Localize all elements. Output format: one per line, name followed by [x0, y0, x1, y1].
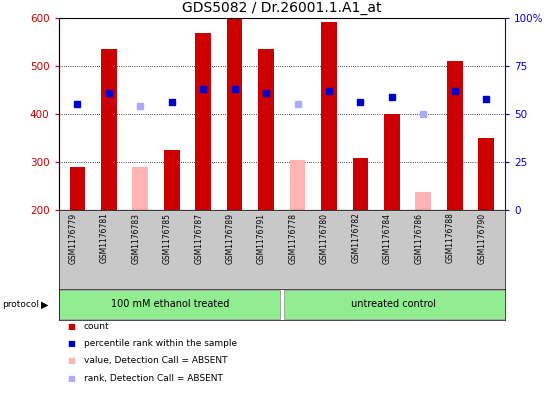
Text: ■: ■: [67, 322, 75, 331]
Text: GSM1176778: GSM1176778: [288, 213, 297, 264]
Text: GSM1176790: GSM1176790: [477, 213, 486, 264]
Text: count: count: [84, 322, 109, 331]
Text: GSM1176784: GSM1176784: [383, 213, 392, 264]
Bar: [258, 49, 274, 210]
Text: ▶: ▶: [41, 299, 48, 310]
Text: GSM1176789: GSM1176789: [225, 213, 234, 264]
Text: percentile rank within the sample: percentile rank within the sample: [84, 339, 237, 348]
Bar: [290, 160, 305, 210]
Bar: [227, 18, 243, 210]
Text: GSM1176783: GSM1176783: [131, 213, 140, 264]
Bar: [321, 22, 337, 210]
Bar: [353, 158, 368, 210]
Text: GSM1176780: GSM1176780: [320, 213, 329, 264]
Text: GSM1176787: GSM1176787: [194, 213, 203, 264]
Text: GSM1176781: GSM1176781: [100, 213, 109, 263]
Bar: [70, 167, 85, 210]
Text: rank, Detection Call = ABSENT: rank, Detection Call = ABSENT: [84, 374, 223, 382]
Bar: [415, 193, 431, 210]
Title: GDS5082 / Dr.26001.1.A1_at: GDS5082 / Dr.26001.1.A1_at: [182, 1, 382, 15]
Text: GSM1176785: GSM1176785: [163, 213, 172, 264]
Text: value, Detection Call = ABSENT: value, Detection Call = ABSENT: [84, 356, 227, 365]
Text: 100 mM ethanol treated: 100 mM ethanol treated: [111, 299, 229, 309]
Bar: [478, 138, 494, 210]
Text: ■: ■: [67, 339, 75, 348]
Text: protocol: protocol: [2, 300, 39, 309]
Bar: [195, 33, 211, 210]
Bar: [164, 150, 180, 210]
Bar: [284, 290, 505, 319]
Bar: [132, 167, 148, 210]
Text: GSM1176782: GSM1176782: [352, 213, 360, 263]
Text: ■: ■: [67, 356, 75, 365]
Text: GSM1176791: GSM1176791: [257, 213, 266, 264]
Text: GSM1176786: GSM1176786: [414, 213, 424, 264]
Bar: [59, 290, 280, 319]
Text: GSM1176788: GSM1176788: [446, 213, 455, 263]
Bar: [101, 49, 117, 210]
Bar: [447, 61, 463, 210]
Bar: [384, 114, 400, 210]
Text: untreated control: untreated control: [351, 299, 436, 309]
Text: GSM1176779: GSM1176779: [69, 213, 78, 264]
Text: ■: ■: [67, 374, 75, 382]
